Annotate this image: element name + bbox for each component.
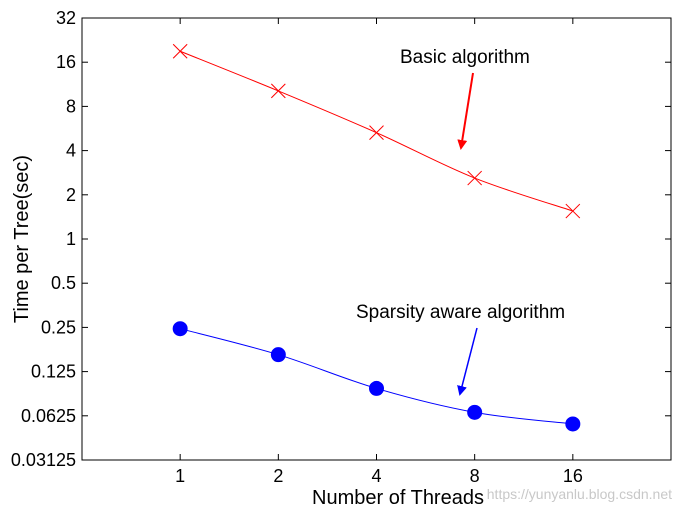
data-point-sparsity-aware bbox=[369, 380, 384, 396]
data-point-basic bbox=[467, 170, 483, 186]
annotation-arrow-sparsity bbox=[457, 327, 478, 396]
data-point-sparsity-aware bbox=[172, 321, 188, 337]
y-tick-label: 2 bbox=[66, 185, 76, 205]
series-line-basic bbox=[179, 50, 573, 212]
y-tick-label: 32 bbox=[56, 8, 76, 28]
y-tick-label: 0.03125 bbox=[11, 450, 76, 470]
data-point-basic bbox=[369, 125, 384, 141]
y-tick-label: 0.25 bbox=[41, 317, 76, 337]
x-tick-label: 16 bbox=[563, 466, 583, 486]
x-axis-label: Number of Threads bbox=[312, 487, 484, 509]
y-axis-ticks: 0.03125 0.0625 0.125 0.25 0.5 1 2 4 8 16 32 bbox=[11, 8, 671, 470]
y-tick-label: 8 bbox=[66, 96, 76, 116]
y-tick-label: 16 bbox=[56, 52, 76, 72]
x-tick-label: 4 bbox=[371, 466, 381, 486]
y-tick-label: 0.0625 bbox=[21, 406, 76, 426]
x-axis-ticks: 1 2 4 8 16 bbox=[175, 18, 583, 486]
y-tick-label: 0.5 bbox=[51, 273, 76, 293]
data-point-basic bbox=[270, 83, 286, 99]
x-tick-label: 8 bbox=[470, 466, 480, 486]
data-point-sparsity-aware bbox=[270, 347, 286, 363]
data-point-basic bbox=[565, 203, 581, 219]
annotation-sparsity-aware-algorithm: Sparsity aware algorithm bbox=[356, 302, 565, 323]
y-axis-label: Time per Tree(sec) bbox=[11, 155, 33, 323]
data-point-sparsity-aware bbox=[565, 416, 581, 432]
annotation-basic-algorithm: Basic algorithm bbox=[400, 47, 530, 68]
y-tick-label: 4 bbox=[66, 141, 76, 161]
x-tick-label: 1 bbox=[175, 466, 185, 486]
data-point-sparsity-aware bbox=[467, 404, 483, 420]
y-tick-label: 1 bbox=[66, 229, 76, 249]
series-line-sparsity-aware bbox=[180, 328, 573, 425]
annotation-arrow-basic bbox=[457, 72, 474, 150]
watermark: https://yunyanlu.blog.csdn.net bbox=[487, 486, 672, 502]
y-tick-label: 0.125 bbox=[31, 362, 76, 382]
x-tick-label: 2 bbox=[273, 466, 283, 486]
series-layer bbox=[172, 43, 581, 432]
data-point-basic bbox=[172, 43, 188, 59]
